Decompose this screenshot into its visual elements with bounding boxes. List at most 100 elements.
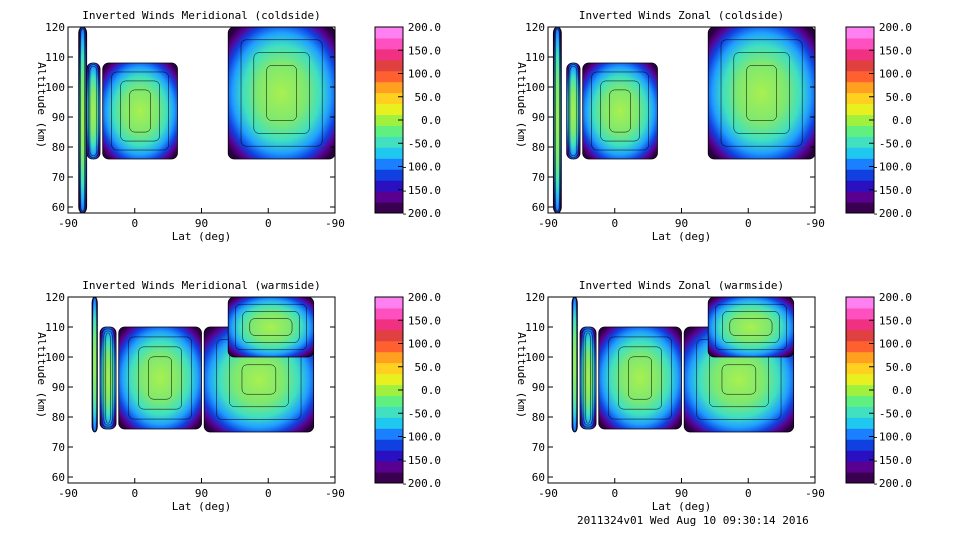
x-tick-label: 0	[745, 487, 752, 500]
x-tick-label: -90	[538, 217, 558, 230]
colorbar-tick-label: 0.0	[421, 384, 441, 397]
colorbar-swatch	[846, 461, 874, 473]
colorbar-swatch	[846, 70, 874, 83]
contour-line	[103, 330, 113, 426]
colorbar-tick-label: 150.0	[408, 44, 441, 57]
colorbar-swatch	[375, 362, 403, 375]
colorbar-tick-label: 200.0	[879, 291, 912, 304]
y-tick-label: 80	[52, 141, 65, 154]
colorbar-swatch	[846, 340, 874, 353]
contour-region	[86, 62, 101, 160]
x-tick-label: 90	[195, 217, 208, 230]
colorbar-swatch	[375, 147, 403, 159]
y-tick-label: 110	[45, 321, 65, 334]
contour-line	[554, 27, 561, 213]
contour-line	[715, 303, 787, 351]
y-tick-label: 110	[45, 51, 65, 64]
contour-line	[555, 28, 560, 212]
y-tick-label: 90	[52, 111, 65, 124]
colorbar-tick-label: -50.0	[408, 137, 441, 150]
contour-line	[138, 346, 182, 410]
colorbar-swatch	[846, 37, 874, 50]
y-tick-label: 90	[532, 111, 545, 124]
colorbar-swatch	[846, 158, 874, 170]
contour-line	[129, 89, 151, 133]
y-tick-label: 60	[532, 201, 545, 214]
x-tick-label: -90	[538, 487, 558, 500]
contour-line	[583, 330, 593, 426]
contour-region	[566, 62, 581, 160]
colorbar-swatch	[846, 472, 874, 484]
colorbar-tick-label: 150.0	[879, 44, 912, 57]
colorbar-swatch	[375, 428, 403, 440]
colorbar-swatch	[846, 180, 874, 192]
colorbar-tick-label: 200.0	[408, 291, 441, 304]
contour-line	[235, 303, 307, 351]
colorbar-tick-label: 150.0	[408, 314, 441, 327]
contour-line	[266, 65, 297, 121]
y-tick-label: 100	[525, 81, 545, 94]
colorbar-tick-label: -200.0	[872, 477, 912, 490]
y-tick-label: 70	[532, 441, 545, 454]
colorbar-tick-label: 0.0	[892, 114, 912, 127]
chart-title: Inverted Winds Meridional (warmside)	[82, 279, 320, 292]
contour-line	[581, 328, 595, 428]
contour-region	[598, 326, 682, 430]
contour-line	[92, 297, 97, 432]
colorbar-swatch	[375, 158, 403, 170]
contour-line	[608, 336, 672, 420]
colorbar-tick-label: -100.0	[401, 161, 441, 174]
contour-region	[579, 326, 597, 430]
contour-region	[707, 26, 816, 160]
x-tick-label: -90	[325, 487, 345, 500]
x-axis-label: Lat (deg)	[652, 500, 712, 513]
chart-title: Inverted Winds Zonal (coldside)	[579, 9, 784, 22]
contour-line	[585, 332, 591, 424]
contour-line	[79, 27, 86, 213]
contour-line	[105, 332, 111, 424]
contour-line	[746, 65, 777, 121]
contour-region	[99, 326, 117, 430]
y-tick-label: 90	[532, 381, 545, 394]
x-tick-label: -90	[58, 487, 78, 500]
contour-region	[102, 62, 178, 160]
colorbar-swatch	[375, 180, 403, 192]
contour-line	[729, 318, 773, 336]
colorbar-swatch	[846, 373, 874, 386]
colorbar-swatch	[375, 318, 403, 331]
colorbar-swatch	[846, 297, 874, 309]
colorbar-swatch	[375, 439, 403, 451]
colorbar-swatch	[375, 340, 403, 353]
colorbar-swatch	[375, 103, 403, 116]
colorbar-swatch	[375, 406, 403, 418]
colorbar-tick-label: -200.0	[401, 477, 441, 490]
colorbar-tick-label: 50.0	[415, 361, 442, 374]
contour-line	[240, 39, 323, 147]
contour-line	[80, 28, 86, 212]
y-tick-label: 120	[45, 21, 65, 34]
colorbar-swatch	[846, 202, 874, 214]
y-axis-label: Altitude (km)	[35, 332, 48, 418]
x-axis-label: Lat (deg)	[652, 230, 712, 243]
x-tick-label: 0	[611, 487, 618, 500]
x-tick-label: 0	[265, 487, 272, 500]
y-tick-label: 110	[525, 51, 545, 64]
contour-line	[591, 71, 649, 151]
contour-line	[618, 346, 662, 410]
x-tick-label: 90	[675, 217, 688, 230]
colorbar-swatch	[375, 297, 403, 309]
colorbar-swatch	[846, 417, 874, 429]
colorbar-tick-label: 100.0	[408, 68, 441, 81]
colorbar-tick-label: -50.0	[879, 407, 912, 420]
colorbar-swatch	[846, 136, 874, 148]
contour-line	[568, 64, 579, 158]
colorbar-swatch	[846, 384, 874, 396]
x-tick-label: 0	[265, 217, 272, 230]
contour-line	[88, 64, 99, 158]
y-tick-label: 70	[52, 171, 65, 184]
y-tick-label: 80	[532, 411, 545, 424]
colorbar-swatch	[846, 147, 874, 159]
colorbar-tick-label: 0.0	[892, 384, 912, 397]
colorbar-tick-label: -150.0	[872, 184, 912, 197]
